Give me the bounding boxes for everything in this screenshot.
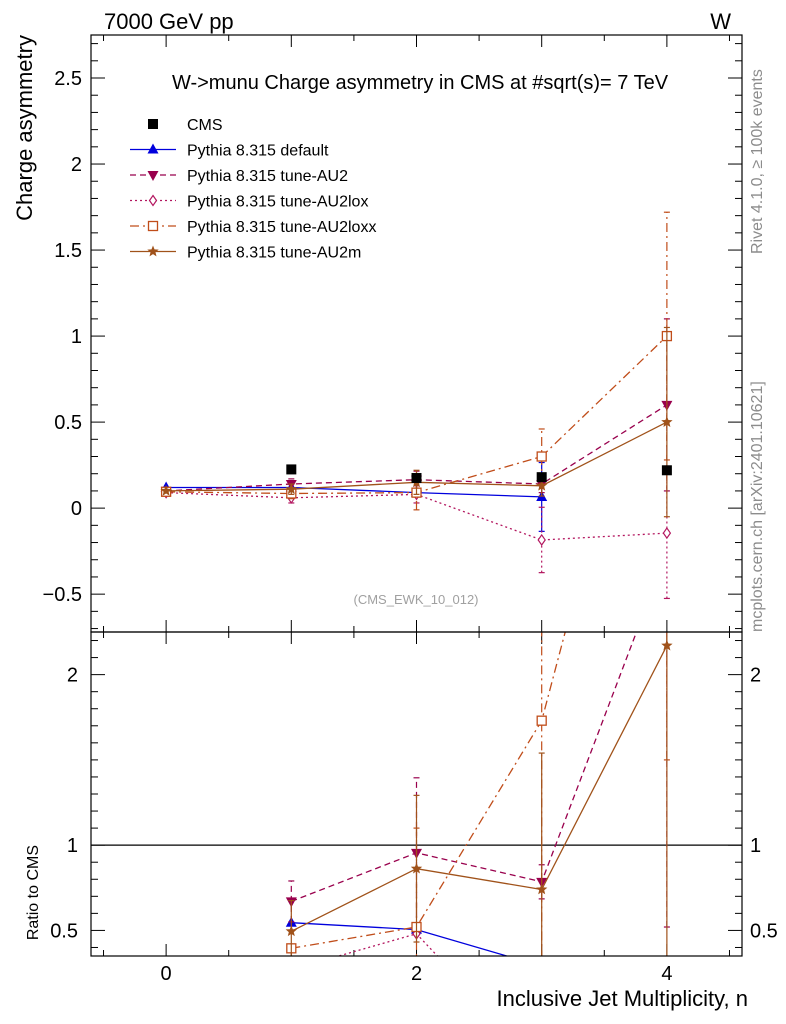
data-point-au2loxx <box>536 451 547 462</box>
data-point-au2m <box>661 639 673 651</box>
beam-label: 7000 GeV pp <box>104 9 234 34</box>
ratio-y-tick-label-right: 1 <box>750 835 761 857</box>
y-tick-label: 0 <box>71 498 82 520</box>
legend-marker <box>148 119 158 129</box>
legend-marker <box>148 194 158 207</box>
ratio-y-tick-label-right: 2 <box>750 665 761 687</box>
data-point-au2lox <box>288 965 295 975</box>
x-tick-label: 4 <box>661 963 672 985</box>
legend-label: Pythia 8.315 tune-AU2 <box>187 168 348 185</box>
rivet-label: Rivet 4.1.0, ≥ 100k events <box>749 69 766 254</box>
data-point-default <box>536 960 547 970</box>
data-point-au2m <box>410 862 423 874</box>
legend-entry-au2loxx: Pythia 8.315 tune-AU2loxx <box>130 219 376 236</box>
chart-title: W->munu Charge asymmetry in CMS at #sqrt… <box>172 72 669 94</box>
data-point-cms <box>286 464 297 475</box>
ratio-y-tick-label-right: 0.5 <box>750 920 778 942</box>
mcplots-label: mcplots.cern.ch [arXiv:2401.10621] <box>749 381 766 632</box>
legend-entry-au2m: Pythia 8.315 tune-AU2m <box>130 245 361 262</box>
legend-label: Pythia 8.315 default <box>187 143 329 160</box>
data-point-au2loxx <box>536 715 547 726</box>
legend: CMS Pythia 8.315 default Pythia 8.315 tune… <box>130 117 376 262</box>
data-point-au2m <box>160 484 172 496</box>
ratio-y-tick-label: 2 <box>67 665 78 687</box>
y-tick-label: 1 <box>71 326 82 348</box>
series-line-au2 <box>291 632 638 903</box>
data-point-au2m <box>285 925 297 937</box>
legend-entry-cms: CMS <box>148 117 223 134</box>
legend-entry-default: Pythia 8.315 default <box>130 143 329 160</box>
legend-marker <box>147 171 159 181</box>
data-point-au2lox <box>537 533 546 547</box>
x-axis-title: Inclusive Jet Multiplicity, n <box>497 986 748 1011</box>
x-tick-label: 0 <box>161 963 172 985</box>
data-point-au2m <box>661 416 673 427</box>
data-point-au2lox <box>662 527 672 540</box>
ratio-y-tick-label: 0.5 <box>50 920 78 942</box>
y-tick-label: −0.5 <box>43 584 82 606</box>
y-axis-title: Charge asymmetry <box>12 35 37 221</box>
series-au2 <box>285 632 670 929</box>
y-tick-label: 0.5 <box>54 412 82 434</box>
data-point-cms <box>411 473 422 484</box>
series-line-au2m <box>291 645 668 932</box>
data-point-cms <box>661 465 672 476</box>
series-au2m <box>285 632 673 956</box>
series-au2m <box>160 326 673 518</box>
ratio-y-axis-title: Ratio to CMS <box>25 845 42 940</box>
ratio-data-layer <box>285 632 673 975</box>
series-default <box>160 461 548 532</box>
y-tick-label: 2.5 <box>54 68 82 90</box>
series-line-au2loxx <box>291 632 566 949</box>
legend-entry-au2: Pythia 8.315 tune-AU2 <box>130 168 348 185</box>
data-point-au2m <box>536 883 548 895</box>
y-tick-label: 1.5 <box>54 240 82 262</box>
legend-marker <box>147 220 159 232</box>
x-tick-label: 2 <box>411 963 422 985</box>
main-data-layer <box>160 211 673 600</box>
series-cms <box>286 464 672 484</box>
legend-label: Pythia 8.315 tune-AU2lox <box>187 194 368 211</box>
ratio-y-tick-label: 1 <box>67 835 78 857</box>
legend-label: Pythia 8.315 tune-AU2m <box>187 245 361 262</box>
process-label: W <box>710 9 731 34</box>
series-au2loxx <box>286 632 670 956</box>
legend-marker <box>147 245 159 257</box>
ratio-plot-frame <box>90 631 743 957</box>
legend-marker <box>147 143 159 154</box>
y-tick-label: 2 <box>71 154 82 176</box>
legend-label: CMS <box>187 117 223 134</box>
legend-entry-au2lox: Pythia 8.315 tune-AU2lox <box>130 194 368 211</box>
analysis-watermark: (CMS_EWK_10_012) <box>354 592 479 607</box>
data-point-au2m <box>285 483 297 495</box>
legend-label: Pythia 8.315 tune-AU2loxx <box>187 219 376 236</box>
data-point-au2m <box>536 479 548 491</box>
data-point-cms <box>536 472 547 483</box>
